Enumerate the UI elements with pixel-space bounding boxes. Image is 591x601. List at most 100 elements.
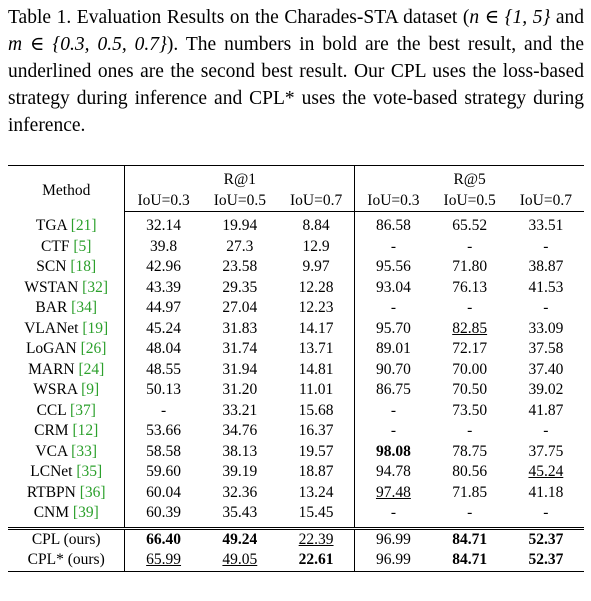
table-row: WSTAN [32] 43.39 29.35 12.28 93.04 76.13 41.53 bbox=[8, 277, 584, 299]
table-cell: 16.37 bbox=[298, 422, 334, 439]
table-cell: 31.83 bbox=[222, 319, 258, 337]
table-cell: 15.45 bbox=[298, 504, 334, 521]
ours-row: CPL* (ours) 65.99 49.05 22.61 96.99 84.71 52.3… bbox=[8, 550, 584, 572]
table-cell: 48.04 bbox=[146, 340, 182, 357]
caption-m-expr: m ∈ {0.3, 0.5, 0.7} bbox=[8, 34, 167, 55]
citation-link[interactable]: [34] bbox=[71, 299, 97, 316]
table-cell-wrap: 60.39 bbox=[125, 503, 202, 528]
table-cell: - bbox=[390, 422, 396, 439]
table-cell: 43.39 bbox=[146, 278, 182, 296]
table-cell: 13.71 bbox=[298, 340, 334, 357]
method-label: VLANet bbox=[24, 319, 79, 337]
table-cell: 35.43 bbox=[222, 504, 258, 521]
caption-and: and bbox=[550, 7, 584, 28]
table-cell: - bbox=[390, 299, 396, 316]
citation-link[interactable]: [9] bbox=[81, 381, 100, 398]
citation-link[interactable]: [21] bbox=[70, 216, 97, 234]
table-cell: 33.21 bbox=[222, 401, 258, 419]
method-name: BAR [34] bbox=[8, 298, 126, 319]
table-cell: 22.39 bbox=[298, 530, 334, 548]
table-cell-wrap: 49.24 bbox=[201, 526, 278, 550]
table-cell-wrap: 39.8 bbox=[125, 237, 202, 258]
table-cell: 37.75 bbox=[528, 442, 564, 460]
table-cell: 41.18 bbox=[528, 483, 564, 501]
table-cell-wrap: 97.48 bbox=[355, 483, 432, 504]
table-row: CRM [12] 53.66 34.76 16.37 - - - bbox=[8, 421, 584, 442]
citation-link[interactable]: [37] bbox=[70, 401, 96, 419]
citation-link[interactable]: [18] bbox=[70, 258, 97, 275]
table-cell-wrap: 31.83 bbox=[202, 319, 278, 340]
table-cell-wrap: 96.99 bbox=[354, 550, 432, 572]
method-name: WSRA [9] bbox=[8, 380, 126, 401]
table-cell: 37.58 bbox=[528, 340, 564, 357]
table-cell: 78.75 bbox=[452, 442, 488, 460]
citation-link[interactable]: [35] bbox=[76, 463, 103, 480]
table-cell-wrap: 98.08 bbox=[355, 442, 432, 463]
table-cell: - bbox=[543, 504, 549, 521]
method-label: CRM bbox=[34, 422, 69, 439]
table-cell-wrap: - bbox=[432, 298, 508, 319]
table-cell-wrap: - bbox=[508, 298, 584, 319]
table-cell-wrap: 22.39 bbox=[277, 526, 356, 550]
table-cell-wrap: 71.85 bbox=[432, 483, 508, 504]
table-cell: 48.55 bbox=[146, 360, 182, 378]
table-cell: - bbox=[543, 237, 549, 255]
method-label: CPL* (ours) bbox=[27, 551, 105, 568]
citation-link[interactable]: [5] bbox=[73, 237, 92, 255]
table-cell-wrap: 33.51 bbox=[508, 212, 584, 237]
method-label: CTF bbox=[41, 237, 70, 255]
citation-link[interactable]: [39] bbox=[72, 504, 99, 521]
table-cell-wrap: 23.58 bbox=[202, 257, 278, 278]
table-cell: 90.70 bbox=[375, 360, 411, 378]
table-cell-wrap: 95.56 bbox=[355, 257, 432, 278]
table-cell-wrap: - bbox=[508, 503, 584, 528]
citation-link[interactable]: [36] bbox=[79, 483, 106, 501]
citation-link[interactable]: [19] bbox=[82, 319, 109, 337]
table-cell: 14.17 bbox=[298, 319, 334, 337]
citation-link[interactable]: [12] bbox=[72, 422, 99, 439]
table-cell-wrap: 84.71 bbox=[431, 526, 508, 550]
table-cell-wrap: 37.40 bbox=[508, 360, 584, 381]
citation-link[interactable]: [24] bbox=[78, 360, 105, 378]
table-cell-wrap: - bbox=[508, 421, 584, 442]
table-cell-wrap: 31.94 bbox=[202, 360, 278, 381]
table-cell-wrap: 72.17 bbox=[432, 339, 508, 360]
table-cell: 32.36 bbox=[222, 483, 258, 501]
method-name: TGA [21] bbox=[8, 211, 126, 237]
table-cell: 33.51 bbox=[528, 217, 564, 234]
table-cell: 49.05 bbox=[222, 551, 258, 568]
iou-header: IoU=0.3 bbox=[354, 190, 432, 212]
table-cell-wrap: 32.14 bbox=[125, 212, 202, 237]
method-name: VCA [33] bbox=[8, 441, 126, 462]
table-row: LoGAN [26] 48.04 31.74 13.71 89.01 72.17 37.58 bbox=[8, 339, 584, 360]
table-cell-wrap: 65.52 bbox=[432, 212, 508, 237]
table-cell: 84.71 bbox=[452, 551, 488, 568]
table-cell: 96.99 bbox=[375, 551, 411, 568]
table-cell: 19.94 bbox=[222, 217, 258, 234]
table-cell: 72.17 bbox=[452, 340, 488, 357]
table-cell: 38.13 bbox=[222, 442, 258, 460]
table-row: BAR [34] 44.97 27.04 12.23 - - - bbox=[8, 298, 584, 319]
table-cell: - bbox=[467, 299, 473, 316]
citation-link[interactable]: [33] bbox=[71, 442, 97, 460]
method-label: CCL bbox=[36, 401, 67, 419]
method-header: Method bbox=[8, 166, 126, 212]
method-name: CPL* (ours) bbox=[8, 550, 126, 572]
table-cell: 86.58 bbox=[375, 217, 411, 234]
method-label: MARN bbox=[28, 360, 75, 378]
table-cell: 38.87 bbox=[528, 258, 564, 275]
method-name: CNM [39] bbox=[8, 503, 126, 528]
table-cell-wrap: 11.01 bbox=[277, 380, 356, 401]
table-row: SCN [18] 42.96 23.58 9.97 95.56 71.80 38.87 bbox=[8, 257, 584, 278]
method-name: WSTAN [32] bbox=[8, 277, 126, 298]
table-cell: 31.94 bbox=[222, 360, 258, 378]
citation-link[interactable]: [32] bbox=[82, 278, 108, 296]
table-cell: 34.76 bbox=[222, 422, 258, 439]
table-cell: 73.50 bbox=[452, 401, 488, 419]
citation-link[interactable]: [26] bbox=[80, 340, 107, 357]
table-cell-wrap: 41.53 bbox=[508, 278, 584, 299]
method-label: RTBPN bbox=[26, 483, 76, 501]
table-cell-wrap: 14.17 bbox=[277, 318, 356, 339]
table-cell-wrap: 70.00 bbox=[432, 360, 508, 381]
table-cell-wrap: 44.97 bbox=[125, 298, 202, 319]
